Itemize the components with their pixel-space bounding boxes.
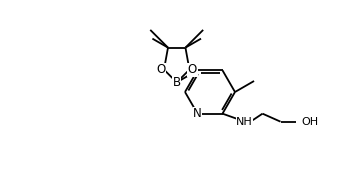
Text: O: O xyxy=(157,63,166,76)
Text: O: O xyxy=(188,63,197,76)
Text: OH: OH xyxy=(301,117,318,127)
Text: NH: NH xyxy=(236,117,253,127)
Text: N: N xyxy=(193,107,202,120)
Text: B: B xyxy=(173,76,181,89)
